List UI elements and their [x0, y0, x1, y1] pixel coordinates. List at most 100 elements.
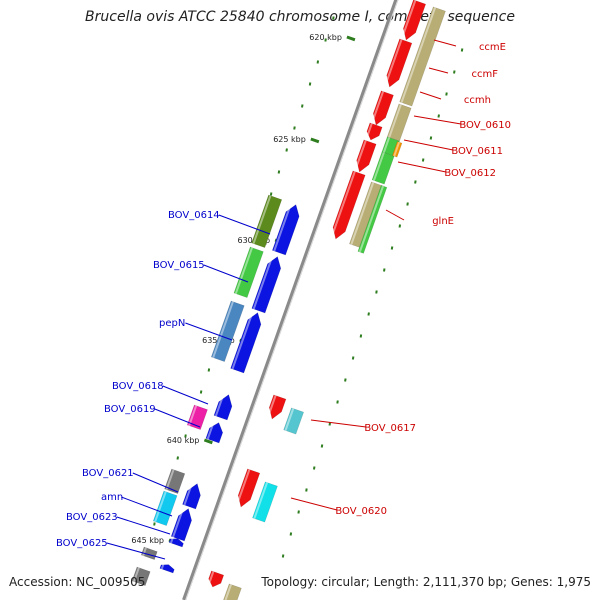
minor-tick-outer: [336, 400, 339, 404]
label-pepN: pepN: [159, 318, 185, 329]
label-BOV_0614: BOV_0614: [168, 210, 220, 221]
gene-BOV_0625-shade: [142, 547, 147, 556]
label-ccmE: ccmE: [479, 42, 506, 53]
cds-BOV_0623: [168, 538, 184, 548]
leader-reverse: [154, 408, 201, 428]
minor-tick-inner: [277, 170, 281, 174]
backbone-line: [182, 0, 399, 600]
gene-BOV_0621-shade: [165, 469, 175, 490]
cds-pepN-shade: [231, 310, 254, 370]
cds-BOV_0625-shade: [160, 562, 165, 570]
label-ccmh: ccmh: [464, 95, 491, 106]
cds-BOV_0621: [182, 483, 201, 510]
cds-BOV_0617: [268, 394, 287, 420]
minor-tick-inner: [324, 38, 327, 42]
minor-tick-inner: [308, 82, 312, 86]
minor-tick-outer: [375, 290, 378, 294]
gene-BOV_0621: [164, 468, 186, 495]
leader-forward: [413, 115, 462, 125]
gene-BOV_0619-shade: [188, 405, 198, 426]
label-BOV_0615: BOV_0615: [153, 260, 205, 271]
leader-forward: [428, 67, 449, 74]
label-BOV_0618: BOV_0618: [112, 381, 164, 392]
gene-amn: [152, 490, 178, 527]
gene-BOV_0612: [391, 141, 403, 158]
leader-forward: [310, 419, 367, 428]
gene-glnE-b: [357, 184, 388, 254]
leader-reverse: [162, 385, 209, 405]
minor-tick-outer: [383, 268, 386, 272]
gene-amn-shade: [154, 491, 167, 522]
leader-forward: [433, 39, 457, 47]
minor-tick-inner: [184, 434, 187, 438]
minor-tick-inner: [293, 126, 296, 130]
cds-BOV_0618-shade: [214, 392, 225, 417]
label-ccmF: ccmF: [472, 69, 499, 80]
gene-glnE-a-shade: [350, 182, 375, 245]
gene-BOV_0614: [251, 194, 283, 249]
gene-BOV_0611: [371, 151, 395, 185]
label-BOV_0610: BOV_0610: [459, 120, 511, 131]
cds-BOV_0620: [237, 468, 261, 508]
minor-tick-outer: [297, 510, 300, 514]
label-BOV_0619: BOV_0619: [104, 404, 156, 415]
cds-ccmE: [403, 0, 427, 41]
leader-reverse: [132, 472, 179, 493]
minor-tick-outer: [421, 158, 425, 162]
cds-BOV_0611-shade: [354, 140, 367, 171]
gene-BOV_0611-shade: [372, 152, 385, 181]
minor-tick-inner: [153, 522, 156, 526]
cds-BOV_0610-shade: [365, 123, 373, 139]
minor-tick-outer: [445, 92, 448, 96]
minor-tick-outer: [429, 136, 433, 140]
cds-ccmE-shade: [400, 0, 417, 39]
gene-BOV_0612-shade: [393, 141, 401, 157]
minor-tick-outer: [398, 224, 402, 228]
gene-BOV_0620: [252, 481, 278, 523]
gene-BOV_0615: [233, 246, 264, 299]
cds-BOV_0614-shade: [273, 202, 293, 252]
leader-forward: [403, 139, 454, 151]
cds-BOV_0617-shade: [266, 395, 277, 418]
leader-forward: [397, 161, 447, 173]
label-BOV_0611: BOV_0611: [451, 146, 503, 157]
gene-BOV_0617-shade: [284, 408, 295, 431]
cds-ccmF-shade: [384, 39, 403, 86]
cds-ccmh-shade: [370, 91, 385, 124]
label-BOV_0617: BOV_0617: [364, 423, 416, 434]
minor-tick-outer: [367, 312, 370, 316]
cds-pepN: [230, 312, 262, 374]
major-tick: [310, 137, 320, 144]
cds-BOV_0620-shade: [235, 469, 251, 506]
minor-tick-inner: [301, 104, 304, 108]
tick-label: 625 kbp: [273, 135, 306, 144]
gene-features: [131, 0, 446, 600]
cds-BOV_0626-shade: [207, 571, 215, 586]
tick-label: 645 kbp: [131, 536, 164, 545]
minor-tick-outer: [406, 202, 409, 206]
cds-BOV_0623-shade: [169, 536, 175, 544]
gene-ccm-block-shade: [400, 7, 437, 103]
minor-tick-outer: [453, 70, 456, 74]
gene-ccm-block: [399, 6, 446, 107]
cds-glnE-shade: [330, 171, 356, 238]
cds-BOV_0611: [356, 139, 377, 173]
minor-tick-outer: [351, 356, 355, 360]
cds-BOV_0615: [251, 256, 282, 314]
label-BOV_0625: BOV_0625: [56, 538, 108, 549]
gene-BOV_0627-shade: [132, 567, 140, 582]
label-BOV_0621: BOV_0621: [82, 468, 134, 479]
minor-tick-inner: [176, 456, 179, 460]
leader-reverse: [185, 322, 233, 341]
gene-pepN-shade: [212, 301, 234, 358]
cds-glnE: [332, 170, 366, 240]
gene-BOV_0610-shade: [382, 137, 391, 153]
gene-BOV_0615-shade: [234, 247, 254, 294]
gene-ccmh-shade: [388, 104, 402, 138]
minor-tick-outer: [359, 334, 363, 338]
gene-BOV_0626: [223, 583, 242, 600]
minor-tick-outer: [281, 554, 285, 558]
cds-BOV_0614: [271, 204, 300, 256]
label-glnE: glnE: [432, 216, 454, 227]
tick-label: 640 kbp: [167, 436, 200, 445]
